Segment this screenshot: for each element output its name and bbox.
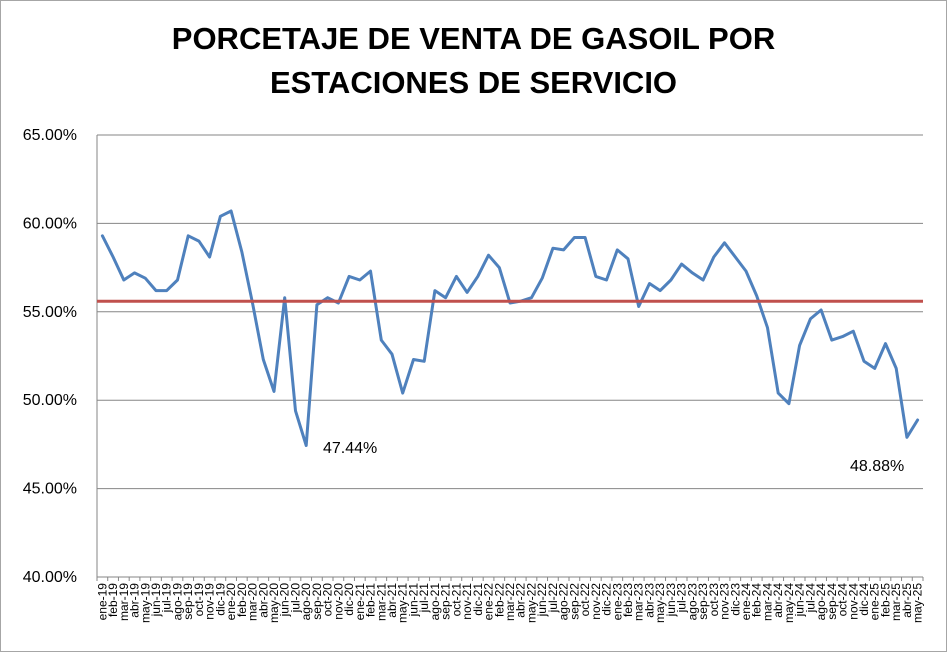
chart-title-line-1: PORCETAJE DE VENTA DE GASOIL POR [171,21,776,56]
x-tick-label: mar-19 [117,583,131,621]
x-tick-label: nov-19 [203,583,217,620]
chart-title-line-2: ESTACIONES DE SERVICIO [269,65,678,100]
x-tick-label: mar-22 [503,583,517,621]
x-tick-label: sep-20 [310,583,324,620]
x-tick-label: mar-25 [889,583,903,621]
x-tick-label: jun-23 [664,583,678,618]
data-label: 48.88% [850,458,904,475]
x-tick-label: oct-22 [578,583,592,617]
x-tick-label: ene-22 [482,583,496,621]
x-tick-label: nov-20 [331,583,345,620]
x-tick-label: ago-23 [685,583,699,621]
x-tick-label: feb-21 [364,583,378,617]
y-tick-label: 50.00% [23,392,77,409]
x-tick-label: ene-23 [610,583,624,621]
x-tick-label: dic-23 [728,583,742,616]
x-tick-label: ene-25 [868,583,882,621]
x-tick-label: may-20 [267,583,281,623]
x-tick-label: ene-21 [353,583,367,621]
x-tick-label: feb-22 [492,583,506,617]
x-tick-label: oct-19 [192,583,206,617]
x-tick-label: dic-20 [342,583,356,616]
x-tick-label: abr-25 [900,583,914,618]
x-tick-label: ene-20 [224,583,238,621]
y-tick-label: 60.00% [23,215,77,232]
x-tick-label: feb-19 [106,583,120,617]
x-tick-label: ago-24 [814,583,828,621]
x-tick-label: may-25 [911,583,925,623]
x-tick-label: feb-23 [621,583,635,617]
x-tick-label: feb-24 [750,583,764,617]
x-tick-label: dic-22 [600,583,614,616]
x-tick-label: jun-20 [278,583,292,618]
x-tick-label: nov-24 [846,583,860,620]
x-tick-label: may-22 [524,583,538,623]
data-label: 47.44% [323,440,377,457]
x-tick-label: jul-19 [160,583,174,614]
x-tick-label: feb-20 [235,583,249,617]
x-tick-label: nov-23 [718,583,732,620]
x-tick-label: jul-24 [803,583,817,614]
x-tick-label: sep-22 [567,583,581,620]
x-tick-label: ene-24 [739,583,753,621]
x-tick-label: oct-20 [321,583,335,617]
x-tick-label: jun-24 [793,583,807,618]
x-tick-label: mar-20 [246,583,260,621]
x-tick-label: ago-19 [170,583,184,621]
x-tick-label: oct-21 [449,583,463,617]
y-tick-label: 55.00% [23,304,77,321]
x-tick-label: ago-21 [428,583,442,621]
x-tick-label: abr-24 [771,583,785,618]
x-tick-label: abr-20 [256,583,270,618]
x-tick-label: dic-21 [471,583,485,616]
x-tick-label: jun-22 [535,583,549,618]
x-tick-label: nov-22 [589,583,603,620]
y-tick-label: 45.00% [23,481,77,498]
x-tick-label: mar-21 [374,583,388,621]
y-tick-label: 40.00% [23,569,77,586]
x-tick-label: abr-22 [514,583,528,618]
x-tick-label: ene-19 [95,583,109,621]
chart-title: PORCETAJE DE VENTA DE GASOIL POR ESTACIO… [1,17,946,105]
x-tick-label: sep-23 [696,583,710,620]
x-tick-label: may-21 [396,583,410,623]
x-tick-label: abr-21 [385,583,399,618]
x-tick-label: sep-24 [825,583,839,620]
x-tick-label: sep-21 [439,583,453,620]
x-tick-label: jul-23 [675,583,689,614]
x-tick-label: oct-23 [707,583,721,617]
x-tick-label: nov-21 [460,583,474,620]
x-tick-label: ago-22 [557,583,571,621]
x-tick-label: jul-22 [546,583,560,614]
x-tick-label: oct-24 [836,583,850,617]
x-tick-label: may-24 [782,583,796,623]
y-tick-label: 65.00% [23,127,77,144]
x-tick-label: may-23 [653,583,667,623]
x-tick-label: jun-19 [149,583,163,618]
series-line-gasoil [100,209,920,447]
x-tick-label: sep-19 [181,583,195,620]
x-tick-label: dic-19 [213,583,227,616]
x-tick-label: feb-25 [878,583,892,617]
x-tick-label: ago-20 [299,583,313,621]
x-tick-label: mar-24 [760,583,774,621]
x-tick-label: may-19 [138,583,152,623]
x-tick-label: jun-21 [406,583,420,618]
x-tick-label: abr-23 [642,583,656,618]
x-tick-label: abr-19 [128,583,142,618]
x-tick-label: jul-20 [288,583,302,614]
x-tick-label: dic-24 [857,583,871,616]
x-tick-label: jul-21 [417,583,431,614]
x-tick-label: mar-23 [632,583,646,621]
